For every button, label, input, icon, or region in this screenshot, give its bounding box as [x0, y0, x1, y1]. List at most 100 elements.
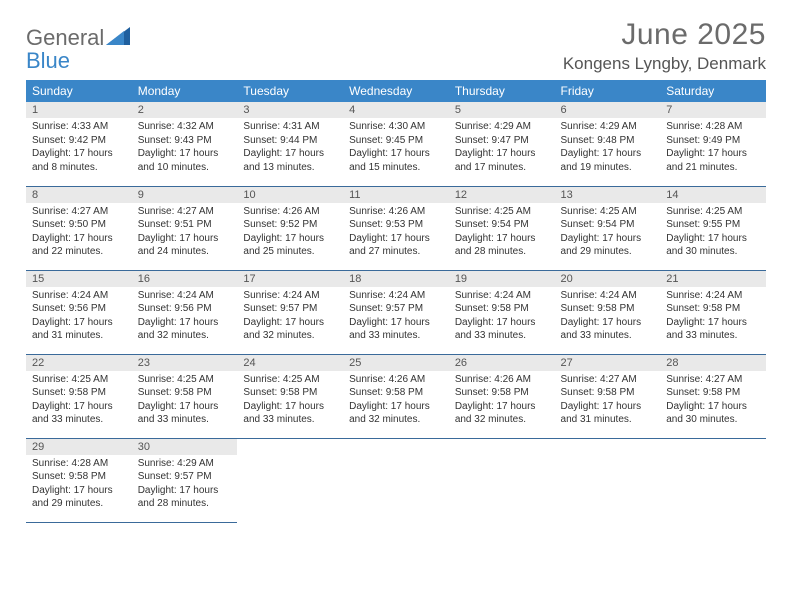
daylight-line: Daylight: 17 hours and 32 minutes.	[138, 317, 219, 342]
daylight-line: Daylight: 17 hours and 29 minutes.	[561, 233, 642, 258]
daylight-line: Daylight: 17 hours and 33 minutes.	[455, 317, 536, 342]
daylight-line: Daylight: 17 hours and 17 minutes.	[455, 148, 536, 173]
calendar-cell: 23Sunrise: 4:25 AMSunset: 9:58 PMDayligh…	[132, 354, 238, 438]
weekday-header-row: Sunday Monday Tuesday Wednesday Thursday…	[26, 80, 766, 102]
calendar-cell: 3Sunrise: 4:31 AMSunset: 9:44 PMDaylight…	[237, 102, 343, 186]
calendar-cell: 17Sunrise: 4:24 AMSunset: 9:57 PMDayligh…	[237, 270, 343, 354]
day-details: Sunrise: 4:24 AMSunset: 9:58 PMDaylight:…	[660, 287, 766, 347]
day-number: 30	[132, 439, 238, 455]
calendar-cell: 14Sunrise: 4:25 AMSunset: 9:55 PMDayligh…	[660, 186, 766, 270]
calendar-cell: 1Sunrise: 4:33 AMSunset: 9:42 PMDaylight…	[26, 102, 132, 186]
day-details: Sunrise: 4:29 AMSunset: 9:57 PMDaylight:…	[132, 455, 238, 515]
sunset-line: Sunset: 9:53 PM	[349, 219, 423, 230]
daylight-line: Daylight: 17 hours and 22 minutes.	[32, 233, 113, 258]
weekday-header: Sunday	[26, 80, 132, 102]
day-number: 12	[449, 187, 555, 203]
page: General Blue June 2025 Kongens Lyngby, D…	[0, 0, 792, 523]
day-number: 26	[449, 355, 555, 371]
sunrise-line: Sunrise: 4:25 AM	[666, 206, 742, 217]
calendar-cell	[343, 438, 449, 522]
sunrise-line: Sunrise: 4:30 AM	[349, 121, 425, 132]
day-number: 13	[555, 187, 661, 203]
day-number: 19	[449, 271, 555, 287]
sunset-line: Sunset: 9:48 PM	[561, 135, 635, 146]
sunrise-line: Sunrise: 4:31 AM	[243, 121, 319, 132]
day-number: 21	[660, 271, 766, 287]
sunset-line: Sunset: 9:58 PM	[455, 387, 529, 398]
day-details: Sunrise: 4:26 AM Sunset: 9:53 PM Daylight:…	[343, 203, 449, 263]
calendar-cell: 28Sunrise: 4:27 AMSunset: 9:58 PMDayligh…	[660, 354, 766, 438]
day-number: 28	[660, 355, 766, 371]
sunrise-line: Sunrise: 4:24 AM	[349, 290, 425, 301]
day-details: Sunrise: 4:27 AMSunset: 9:50 PMDaylight:…	[26, 203, 132, 263]
sunset-line: Sunset: 9:43 PM	[138, 135, 212, 146]
sunset-line: Sunset: 9:58 PM	[138, 387, 212, 398]
day-number: 15	[26, 271, 132, 287]
day-details: Sunrise: 4:25 AMSunset: 9:58 PMDaylight:…	[237, 371, 343, 431]
sunset-line: Sunset: 9:51 PM	[138, 219, 212, 230]
sunrise-line: Sunrise: 4:25 AM	[138, 374, 214, 385]
sunrise-line: Sunrise: 4:24 AM	[666, 290, 742, 301]
sunrise-line: Sunrise: 4:24 AM	[561, 290, 637, 301]
sunset-line: Sunset: 9:56 PM	[138, 303, 212, 314]
sunrise-line: Sunrise: 4:27 AM	[32, 206, 108, 217]
day-details: Sunrise: 4:25 AMSunset: 9:55 PMDaylight:…	[660, 203, 766, 263]
day-number: 5	[449, 102, 555, 118]
day-details: Sunrise: 4:24 AMSunset: 9:56 PMDaylight:…	[26, 287, 132, 347]
calendar-cell: 18Sunrise: 4:24 AMSunset: 9:57 PMDayligh…	[343, 270, 449, 354]
daylight-line: Daylight: 17 hours and 25 minutes.	[243, 233, 324, 258]
sunrise-line: Sunrise: 4:27 AM	[138, 206, 214, 217]
sunrise-line: Sunrise: 4:29 AM	[455, 121, 531, 132]
sunrise-line: Sunrise: 4:26 AM	[349, 206, 425, 217]
daylight-line: Daylight: 17 hours and 32 minutes.	[349, 401, 430, 426]
calendar-cell: 25Sunrise: 4:26 AMSunset: 9:58 PMDayligh…	[343, 354, 449, 438]
sunset-line: Sunset: 9:54 PM	[455, 219, 529, 230]
calendar-week-row: 29Sunrise: 4:28 AMSunset: 9:58 PMDayligh…	[26, 438, 766, 522]
sunset-line: Sunset: 9:58 PM	[561, 387, 635, 398]
day-number: 25	[343, 355, 449, 371]
day-number: 1	[26, 102, 132, 118]
daylight-line: Daylight: 17 hours and 8 minutes.	[32, 148, 113, 173]
sunset-line: Sunset: 9:42 PM	[32, 135, 106, 146]
day-details: Sunrise: 4:26 AMSunset: 9:58 PMDaylight:…	[343, 371, 449, 431]
sunset-line: Sunset: 9:58 PM	[243, 387, 317, 398]
daylight-line: Daylight: 17 hours and 33 minutes.	[349, 317, 430, 342]
sunrise-line: Sunrise: 4:27 AM	[561, 374, 637, 385]
title-block: June 2025 Kongens Lyngby, Denmark	[563, 18, 766, 74]
daylight-line: Daylight: 17 hours and 33 minutes.	[138, 401, 219, 426]
daylight-line: Daylight: 17 hours and 30 minutes.	[666, 233, 747, 258]
calendar-cell: 24Sunrise: 4:25 AMSunset: 9:58 PMDayligh…	[237, 354, 343, 438]
calendar-cell: 5Sunrise: 4:29 AMSunset: 9:47 PMDaylight…	[449, 102, 555, 186]
day-details: Sunrise: 4:26 AMSunset: 9:52 PMDaylight:…	[237, 203, 343, 263]
daylight-line: Daylight: 17 hours and 27 minutes.	[349, 233, 430, 258]
sunrise-line: Sunrise: 4:25 AM	[243, 374, 319, 385]
calendar-week-row: 8Sunrise: 4:27 AMSunset: 9:50 PMDaylight…	[26, 186, 766, 270]
weekday-header: Thursday	[449, 80, 555, 102]
day-number: 18	[343, 271, 449, 287]
calendar-cell: 4Sunrise: 4:30 AMSunset: 9:45 PMDaylight…	[343, 102, 449, 186]
logo-line2: Blue	[26, 48, 70, 73]
calendar-cell: 2Sunrise: 4:32 AMSunset: 9:43 PMDaylight…	[132, 102, 238, 186]
calendar-week-row: 15Sunrise: 4:24 AMSunset: 9:56 PMDayligh…	[26, 270, 766, 354]
calendar-cell: 21Sunrise: 4:24 AMSunset: 9:58 PMDayligh…	[660, 270, 766, 354]
day-details: Sunrise: 4:33 AMSunset: 9:42 PMDaylight:…	[26, 118, 132, 178]
day-details: Sunrise: 4:24 AMSunset: 9:58 PMDaylight:…	[555, 287, 661, 347]
sunset-line: Sunset: 9:58 PM	[455, 303, 529, 314]
calendar-week-row: 22Sunrise: 4:25 AMSunset: 9:58 PMDayligh…	[26, 354, 766, 438]
day-details: Sunrise: 4:25 AMSunset: 9:54 PMDaylight:…	[555, 203, 661, 263]
daylight-line: Daylight: 17 hours and 32 minutes.	[455, 401, 536, 426]
day-number: 29	[26, 439, 132, 455]
day-details: Sunrise: 4:25 AMSunset: 9:58 PMDaylight:…	[26, 371, 132, 431]
daylight-line: Daylight: 17 hours and 29 minutes.	[32, 485, 113, 510]
sunset-line: Sunset: 9:58 PM	[32, 471, 106, 482]
daylight-line: Daylight: 17 hours and 24 minutes.	[138, 233, 219, 258]
sunset-line: Sunset: 9:58 PM	[561, 303, 635, 314]
daylight-line: Daylight: 17 hours and 31 minutes.	[561, 401, 642, 426]
page-title: June 2025	[563, 18, 766, 52]
location-label: Kongens Lyngby, Denmark	[563, 54, 766, 74]
calendar-table: Sunday Monday Tuesday Wednesday Thursday…	[26, 80, 766, 523]
sunrise-line: Sunrise: 4:27 AM	[666, 374, 742, 385]
sunrise-line: Sunrise: 4:25 AM	[455, 206, 531, 217]
daylight-line: Daylight: 17 hours and 28 minutes.	[138, 485, 219, 510]
calendar-cell: 8Sunrise: 4:27 AMSunset: 9:50 PMDaylight…	[26, 186, 132, 270]
